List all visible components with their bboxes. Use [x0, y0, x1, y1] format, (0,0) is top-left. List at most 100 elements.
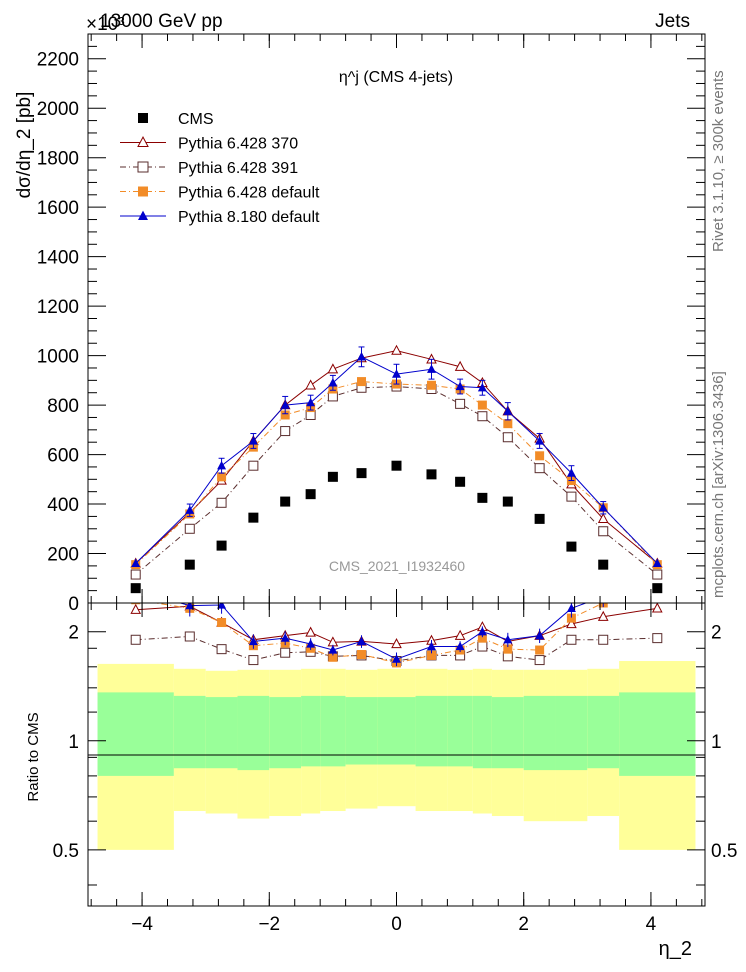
energy-label: 13000 GeV pp: [100, 11, 223, 32]
legend-entry-cms: CMS: [138, 111, 214, 128]
y-tick-label: 1600: [37, 198, 79, 219]
ratio-point: [327, 636, 339, 647]
band-green-bin: [415, 695, 448, 767]
legend: CMS Pythia 6.428 370 Pythia 6.428 391 Pythi…: [120, 111, 320, 226]
legend-label: Pythia 6.428 default: [178, 185, 320, 202]
band-green-bin: [301, 695, 321, 767]
ratio-point: [328, 645, 338, 654]
data-point: [502, 496, 513, 507]
ratio-series-pythia-8-180-default: [178, 603, 604, 667]
legend-entry-pythia-8-180-default: Pythia 8.180 default: [120, 209, 320, 226]
data-point: [306, 397, 316, 407]
data-point: [454, 360, 466, 371]
data-point: [391, 460, 402, 471]
legend-marker: [138, 210, 148, 221]
ratio-point: [217, 603, 227, 609]
ratio-point: [426, 641, 436, 651]
x-tick-label: 0: [391, 914, 402, 935]
legend-label: Pythia 8.180 default: [178, 209, 320, 226]
data-point: [652, 569, 663, 580]
ratio-point: [328, 652, 338, 662]
y-tick-label: 2200: [37, 50, 79, 71]
band-green-bin: [237, 695, 270, 771]
data-point: [455, 381, 465, 391]
ratio-point: [503, 644, 513, 654]
ratio-tick-label-left: 2: [68, 623, 79, 644]
ratio-point: [217, 618, 227, 628]
data-point: [305, 379, 316, 390]
data-point: [566, 541, 577, 552]
data-point: [426, 364, 436, 373]
data-point: [248, 460, 259, 471]
band-green-bin: [205, 697, 238, 769]
axis-ticks: [88, 33, 705, 906]
band-green-bin: [345, 697, 378, 765]
data-point: [184, 559, 195, 570]
data-point: [184, 523, 195, 534]
data-point: [328, 377, 338, 387]
ratio-point: [535, 630, 545, 640]
data-point: [477, 492, 488, 503]
y-axis-title: dσ/dη_2 [pb]: [14, 92, 35, 199]
band-green-bin: [472, 695, 492, 769]
ratio-point: [305, 626, 316, 637]
band-green-bin: [523, 695, 556, 771]
data-point: [305, 489, 316, 500]
data-point: [598, 502, 608, 512]
series-pythia-8-180-default: [131, 346, 662, 568]
ratio-point: [426, 650, 436, 660]
ratio-point: [391, 638, 402, 649]
data-point: [598, 526, 609, 537]
series-cms: [130, 460, 663, 594]
x-tick-label: −4: [131, 914, 153, 935]
band-green-bin: [555, 695, 588, 771]
y-tick-label: 600: [47, 446, 79, 467]
band-green-bin: [320, 695, 346, 767]
data-point: [216, 497, 227, 508]
y-tick-label: 1000: [37, 347, 79, 368]
x-axis-title: η_2: [659, 938, 692, 960]
ratio-point: [357, 636, 367, 646]
y-tick-label: 1400: [37, 248, 79, 269]
series-pythia-6-428-default: [131, 377, 662, 570]
series-line-pythia-6-428-391: [135, 386, 658, 575]
data-point: [130, 583, 141, 594]
band-green-bin: [491, 697, 524, 769]
data-point: [280, 410, 290, 420]
data-point: [131, 558, 141, 568]
rivet-label: Rivet 3.1.10, ≥ 300k events: [710, 70, 727, 252]
x-tick-label: 2: [518, 914, 529, 935]
ratio-point: [652, 633, 663, 644]
data-point: [566, 468, 576, 477]
ratio-point: [566, 618, 577, 629]
legend-entry-pythia-6-428-370: Pythia 6.428 370: [120, 136, 298, 153]
data-point: [327, 363, 339, 374]
data-point: [534, 513, 545, 524]
watermark-label: CMS_2021_I1932460: [329, 558, 465, 574]
legend-marker: [138, 186, 148, 197]
ratio-point: [598, 634, 609, 645]
ratio-point: [130, 634, 141, 645]
band-green-bin: [173, 695, 206, 769]
ratio-point: [455, 641, 465, 651]
ratio-point: [248, 636, 258, 646]
ratio-point: [477, 641, 488, 652]
ratio-point: [454, 629, 466, 640]
ratio-tick-label-left: 1: [68, 732, 79, 753]
data-point: [597, 512, 609, 524]
ratio-point: [280, 633, 290, 642]
ratio-tick-label-right: 2: [711, 623, 722, 644]
axis-tick-labels: −4 −2 0 2 4 0 200 400 600 800 1000 1200 1400 1600 1800…: [37, 50, 738, 935]
data-point: [327, 471, 338, 482]
data-point: [357, 351, 367, 361]
ratio-tick-label-right: 0.5: [711, 841, 737, 862]
x-tick-label: −2: [258, 914, 280, 935]
ratio-point: [477, 633, 487, 643]
mcplots-label: mcplots.cern.ch [arXiv:1306.3436]: [710, 371, 727, 598]
ratio-point: [392, 654, 401, 663]
ratio-point: [651, 603, 663, 613]
y-tick-label: 0: [68, 594, 79, 615]
ratio-point: [503, 634, 513, 644]
ratio-tick-label-left: 0.5: [53, 841, 79, 862]
